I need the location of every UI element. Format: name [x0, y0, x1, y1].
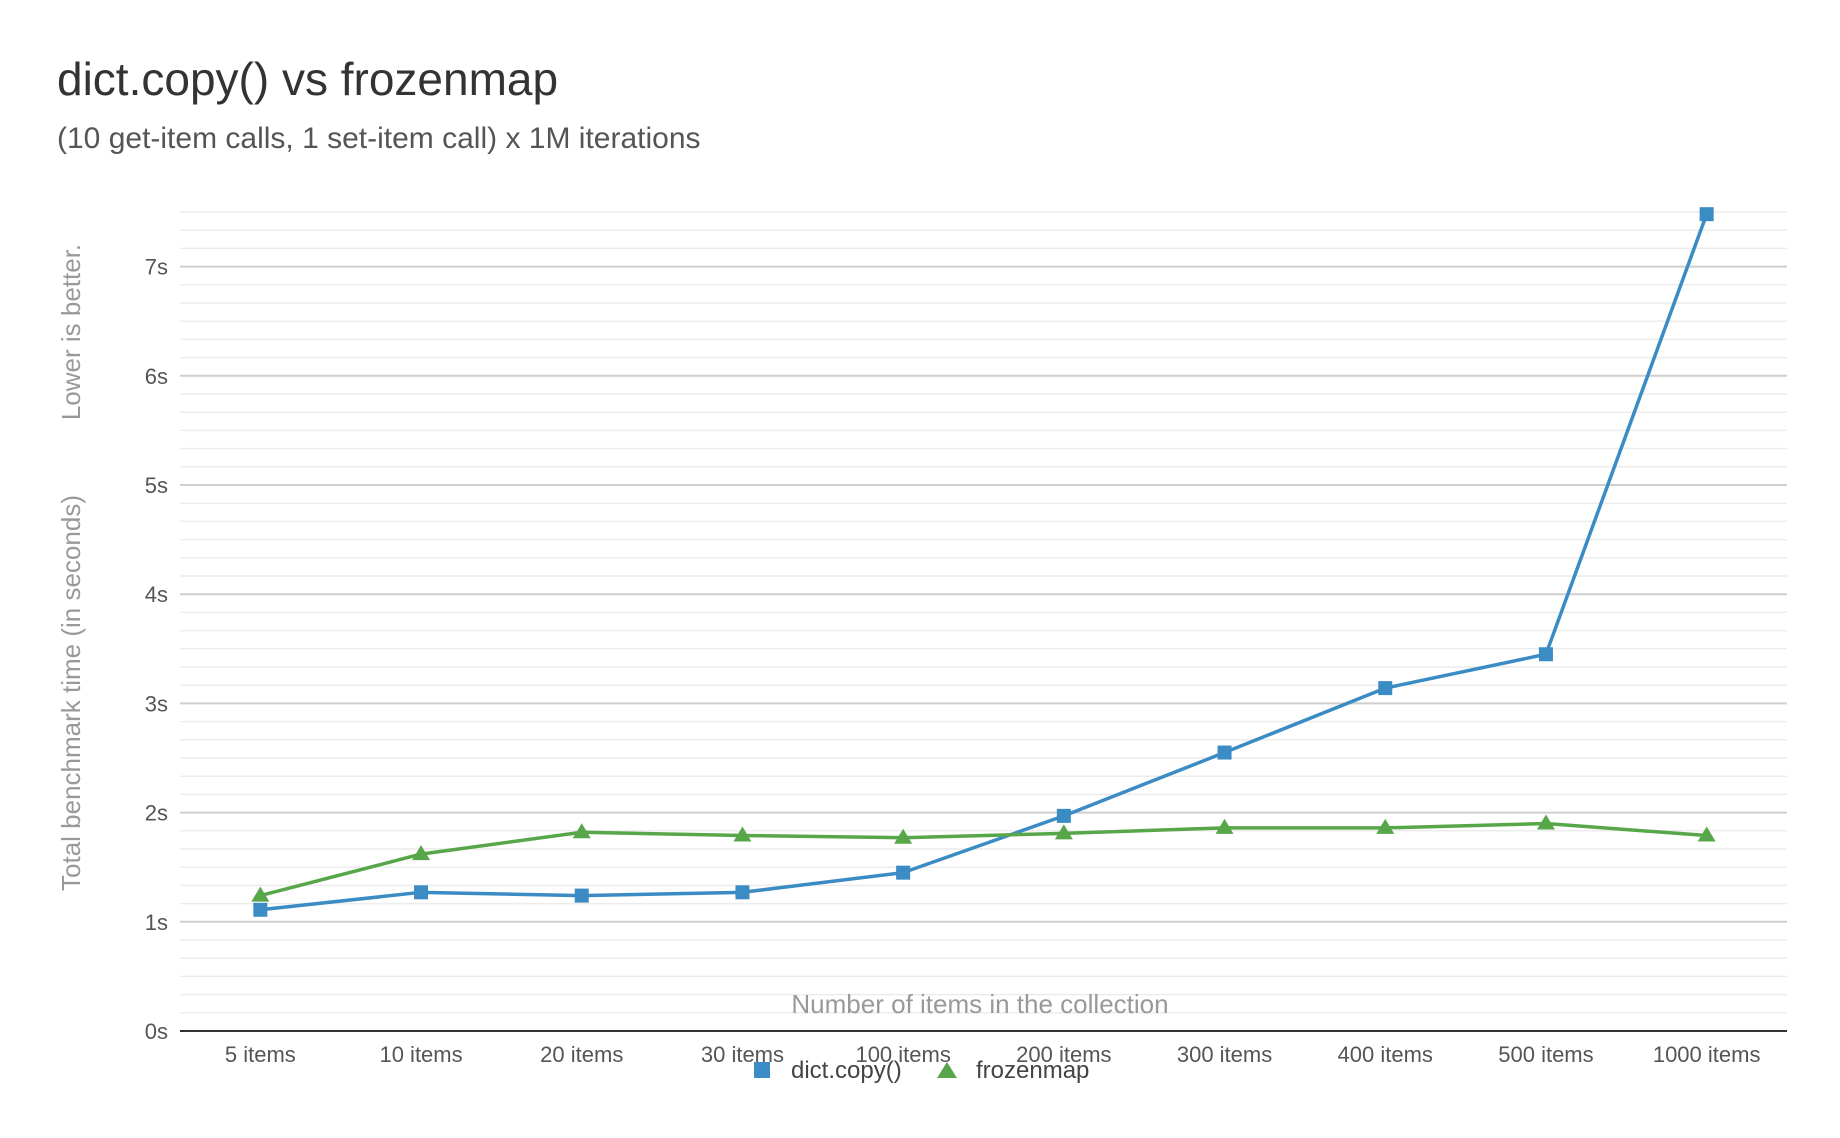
x-tick-label: 300 items: [1177, 1042, 1272, 1067]
legend-square-icon: [754, 1062, 770, 1078]
y-tick-label: 6s: [145, 364, 168, 389]
data-point-triangle: [1215, 818, 1234, 834]
y-tick-label: 0s: [145, 1019, 168, 1044]
chart-title: dict.copy() vs frozenmap: [57, 53, 558, 105]
x-axis-title: Number of items in the collection: [791, 989, 1168, 1019]
y-axis-ticks: 0s 1s 2s 3s 4s 5s 6s 7s: [145, 255, 168, 1044]
data-point-triangle: [894, 828, 913, 844]
series-0: [253, 207, 1714, 917]
y-axis-note: Lower is better.: [56, 244, 86, 420]
y-axis-title: Total benchmark time (in seconds): [56, 495, 86, 891]
y-tick-label: 5s: [145, 473, 168, 498]
data-point-triangle: [251, 886, 270, 902]
data-point-square: [1378, 681, 1393, 696]
data-point-triangle: [1376, 818, 1395, 834]
legend-triangle-icon: [937, 1062, 957, 1078]
y-tick-label: 1s: [145, 910, 168, 935]
legend-label-dict-copy: dict.copy(): [791, 1057, 902, 1084]
data-point-square: [574, 888, 589, 903]
data-point-triangle: [572, 823, 591, 839]
x-tick-label: 20 items: [540, 1042, 623, 1067]
x-tick-label: 400 items: [1338, 1042, 1433, 1067]
series-lines: [251, 207, 1716, 917]
x-tick-label: 1000 items: [1653, 1042, 1761, 1067]
x-tick-label: 5 items: [225, 1042, 296, 1067]
data-point-square: [1217, 745, 1232, 760]
y-tick-label: 4s: [145, 582, 168, 607]
x-axis-ticks: 5 items 10 items 20 items 30 items 100 items…: [225, 1042, 1761, 1067]
data-point-square: [414, 885, 429, 900]
series-line: [259, 821, 1707, 898]
legend: dict.copy() frozenmap: [754, 1057, 1089, 1084]
data-point-square: [253, 902, 268, 917]
data-point-square: [1699, 207, 1714, 222]
data-point-square: [1056, 808, 1071, 823]
x-tick-label: 10 items: [379, 1042, 462, 1067]
x-tick-label: 100 items: [855, 1042, 950, 1067]
y-tick-label: 3s: [145, 691, 168, 716]
data-point-triangle: [733, 826, 752, 842]
y-tick-label: 2s: [145, 801, 168, 826]
data-point-triangle: [1054, 824, 1073, 840]
legend-label-frozenmap: frozenmap: [976, 1057, 1089, 1084]
series-1: [251, 814, 1716, 902]
data-point-triangle: [1536, 814, 1555, 830]
data-point-triangle: [412, 845, 431, 861]
data-point-square: [896, 865, 911, 880]
data-point-triangle: [1697, 826, 1716, 842]
series-line: [260, 213, 1709, 912]
x-tick-label: 30 items: [701, 1042, 784, 1067]
data-point-square: [735, 885, 750, 900]
x-tick-label: 200 items: [1016, 1042, 1111, 1067]
chart-subtitle: (10 get-item calls, 1 set-item call) x 1…: [57, 122, 701, 155]
y-tick-label: 7s: [145, 255, 168, 280]
x-tick-label: 500 items: [1498, 1042, 1593, 1067]
data-point-square: [1538, 647, 1553, 662]
gridlines: [180, 211, 1787, 1014]
